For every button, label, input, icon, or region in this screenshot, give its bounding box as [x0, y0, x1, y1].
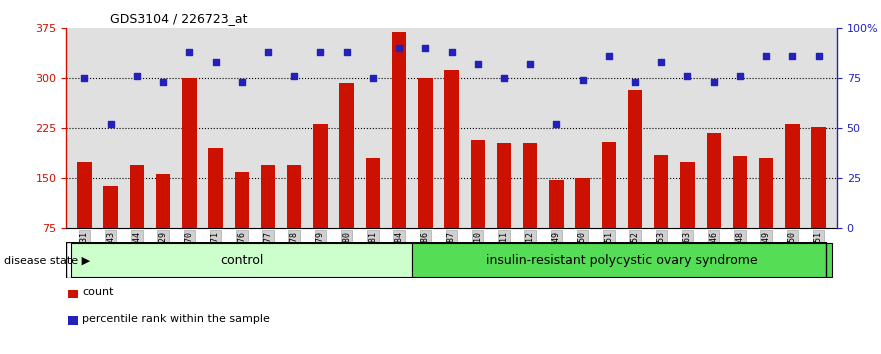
Bar: [707, 133, 721, 228]
Bar: [182, 78, 196, 228]
Bar: [103, 186, 118, 228]
Point: [550, 121, 564, 127]
Point: [287, 74, 301, 79]
Text: insulin-resistant polycystic ovary syndrome: insulin-resistant polycystic ovary syndr…: [486, 254, 758, 267]
Bar: [314, 124, 328, 228]
Point: [314, 50, 328, 55]
Point: [707, 80, 721, 85]
Point: [733, 74, 747, 79]
Point: [261, 50, 275, 55]
Bar: [234, 172, 249, 228]
Bar: [130, 165, 144, 228]
Bar: [339, 83, 354, 228]
Point: [78, 75, 92, 81]
Bar: [392, 32, 406, 228]
Point: [470, 62, 485, 67]
Point: [575, 78, 589, 83]
Point: [497, 75, 511, 81]
FancyBboxPatch shape: [71, 243, 412, 277]
Bar: [208, 148, 223, 228]
Bar: [497, 143, 511, 228]
Point: [156, 80, 170, 85]
Bar: [785, 124, 800, 228]
Bar: [287, 165, 301, 228]
Bar: [444, 70, 459, 228]
Bar: [366, 158, 380, 228]
FancyBboxPatch shape: [412, 243, 832, 277]
Point: [339, 50, 353, 55]
Point: [104, 121, 118, 127]
Point: [759, 53, 774, 59]
Bar: [733, 156, 747, 228]
Point: [234, 80, 248, 85]
Point: [628, 80, 642, 85]
Text: disease state ▶: disease state ▶: [4, 255, 91, 265]
Bar: [470, 140, 485, 228]
Text: percentile rank within the sample: percentile rank within the sample: [82, 314, 270, 324]
Bar: [811, 127, 825, 228]
Point: [392, 46, 406, 51]
Point: [785, 53, 799, 59]
Bar: [654, 155, 669, 228]
Bar: [549, 180, 564, 228]
Point: [602, 53, 616, 59]
Bar: [156, 174, 170, 228]
Bar: [575, 178, 589, 228]
Text: control: control: [220, 254, 263, 267]
Text: GDS3104 / 226723_at: GDS3104 / 226723_at: [110, 12, 248, 25]
Point: [444, 50, 458, 55]
Bar: [78, 162, 92, 228]
Bar: [680, 162, 695, 228]
Bar: [602, 142, 616, 228]
Point: [209, 59, 223, 65]
Text: count: count: [82, 287, 114, 297]
Point: [655, 59, 669, 65]
Bar: [418, 78, 433, 228]
Point: [811, 53, 825, 59]
Bar: [759, 158, 774, 228]
Bar: [523, 143, 537, 228]
Bar: [261, 165, 275, 228]
Point: [418, 46, 433, 51]
Point: [182, 50, 196, 55]
Point: [523, 62, 537, 67]
Point: [130, 74, 144, 79]
Bar: [628, 90, 642, 228]
Point: [366, 75, 380, 81]
Point: [680, 74, 694, 79]
